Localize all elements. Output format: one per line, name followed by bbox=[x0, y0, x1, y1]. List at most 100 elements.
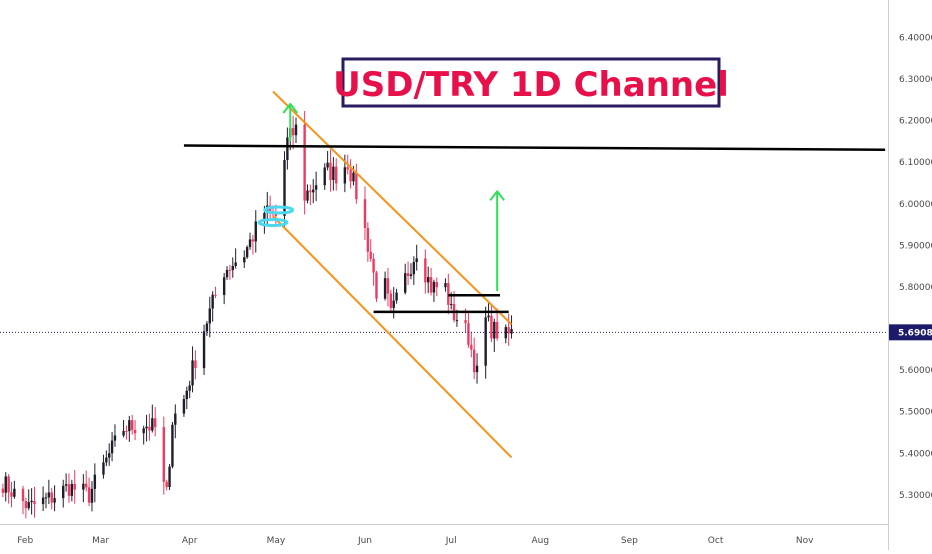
candle-body bbox=[329, 163, 331, 180]
time-tick-label: Nov bbox=[796, 536, 814, 546]
time-tick-label: Jul bbox=[445, 536, 457, 546]
candle-body bbox=[145, 427, 147, 429]
candle-body bbox=[456, 320, 458, 321]
candle-body bbox=[355, 173, 357, 200]
candle-body bbox=[390, 294, 392, 308]
candle-body bbox=[303, 125, 305, 201]
candle-body bbox=[209, 308, 211, 323]
candle-body bbox=[91, 489, 93, 503]
candle-body bbox=[496, 322, 498, 338]
candle-body bbox=[407, 273, 409, 276]
candle-body bbox=[65, 484, 67, 486]
candle-body bbox=[246, 247, 248, 257]
candle-body bbox=[30, 501, 32, 502]
price-tick-label: 5.60000 bbox=[899, 366, 932, 376]
candle-body bbox=[234, 262, 236, 266]
candle-body bbox=[470, 345, 472, 350]
price-tick-label: 5.40000 bbox=[899, 449, 932, 459]
candle-body bbox=[375, 273, 377, 299]
candle-body bbox=[186, 391, 188, 399]
candle-body bbox=[10, 492, 12, 496]
candle-body bbox=[232, 266, 234, 270]
candle-body bbox=[105, 458, 107, 463]
candle-body bbox=[214, 295, 216, 296]
time-tick-label: Jun bbox=[357, 536, 372, 546]
candle-body bbox=[292, 128, 294, 135]
candle-body bbox=[229, 270, 231, 271]
candle-body bbox=[168, 467, 170, 487]
candle-body bbox=[413, 262, 415, 274]
candle-body bbox=[349, 169, 351, 181]
candle-body bbox=[295, 125, 297, 136]
candle-body bbox=[163, 427, 165, 482]
candle-body bbox=[252, 239, 254, 241]
candle-body bbox=[82, 484, 84, 490]
candle-body bbox=[22, 489, 24, 501]
candle-body bbox=[447, 283, 449, 305]
candle-body bbox=[42, 498, 44, 505]
chart-title-box: USD/TRY 1D Channel bbox=[333, 59, 729, 106]
candle-body bbox=[484, 317, 486, 365]
candle-body bbox=[88, 487, 90, 502]
candle-body bbox=[404, 273, 406, 292]
candle-body bbox=[372, 259, 374, 273]
time-tick-label: Oct bbox=[708, 536, 724, 546]
time-tick-label: Aug bbox=[531, 536, 549, 546]
candle-body bbox=[326, 163, 328, 168]
candle-body bbox=[188, 385, 190, 390]
candle-body bbox=[473, 350, 475, 373]
candle-body bbox=[309, 191, 311, 193]
price-tick-label: 6.20000 bbox=[899, 117, 932, 127]
candle-body bbox=[191, 360, 193, 385]
candle-body bbox=[122, 431, 124, 435]
current-price-label: 5.69089 bbox=[898, 328, 932, 338]
candle-body bbox=[48, 492, 50, 497]
candle-body bbox=[415, 258, 417, 262]
candle-body bbox=[165, 482, 167, 487]
candle-body bbox=[395, 293, 397, 301]
candle-body bbox=[312, 190, 314, 193]
candle-body bbox=[131, 420, 133, 430]
candle-body bbox=[384, 278, 386, 298]
candle-body bbox=[62, 486, 64, 498]
candle-body bbox=[174, 414, 176, 425]
candle-body bbox=[13, 489, 15, 497]
candle-body bbox=[364, 199, 366, 228]
price-tick-label: 5.90000 bbox=[899, 241, 932, 251]
chart-title: USD/TRY 1D Channel bbox=[333, 65, 729, 105]
candle-body bbox=[286, 137, 288, 160]
candle-body bbox=[74, 484, 76, 490]
candle-body bbox=[142, 428, 144, 433]
price-tick-label: 5.30000 bbox=[899, 491, 932, 501]
time-tick-label: Apr bbox=[182, 536, 198, 546]
candle-body bbox=[71, 484, 73, 496]
price-tick-label: 6.30000 bbox=[899, 75, 932, 85]
candle-body bbox=[467, 323, 469, 345]
candle-body bbox=[28, 502, 30, 508]
candle-body bbox=[255, 221, 257, 241]
candle-body bbox=[347, 167, 349, 169]
candle-body bbox=[51, 492, 53, 502]
candle-body bbox=[194, 360, 196, 368]
candle-body bbox=[324, 167, 326, 185]
candle-body bbox=[154, 418, 156, 427]
candle-body bbox=[134, 430, 136, 433]
candle-body bbox=[203, 331, 205, 368]
candle-body bbox=[114, 435, 116, 440]
candle-body bbox=[45, 497, 47, 498]
price-tick-label: 6.40000 bbox=[899, 33, 932, 43]
candle-body bbox=[53, 498, 55, 503]
candle-body bbox=[148, 427, 150, 431]
candle-body bbox=[493, 322, 495, 339]
candle-body bbox=[94, 475, 96, 489]
candle-body bbox=[7, 476, 9, 492]
time-tick-label: Mar bbox=[92, 536, 109, 546]
candle-body bbox=[111, 441, 113, 454]
candle-body bbox=[68, 484, 70, 496]
candle-body bbox=[128, 420, 130, 431]
candle-body bbox=[444, 283, 446, 287]
candle-body bbox=[183, 399, 185, 414]
candle-body bbox=[490, 316, 492, 339]
